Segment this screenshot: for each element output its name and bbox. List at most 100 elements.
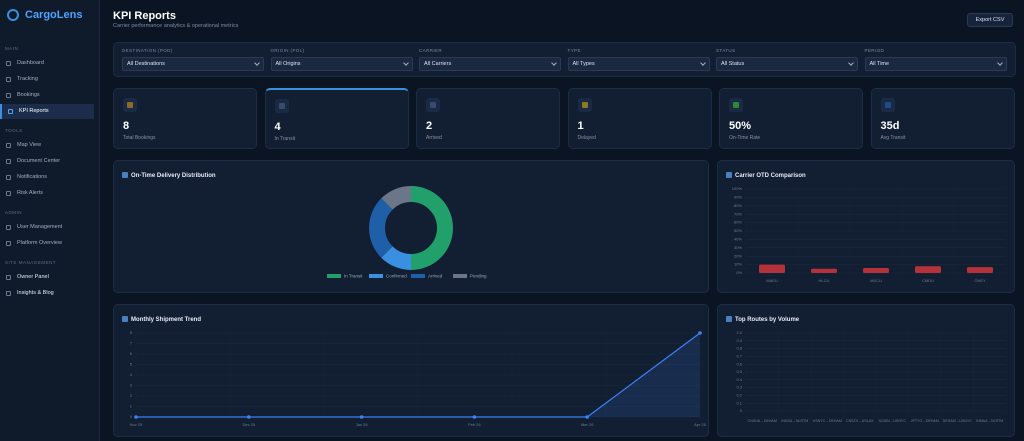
nav-item[interactable]: Bookings [0,88,94,103]
x-tick-label: CNSHA→DEHAM [748,419,777,423]
point [247,415,251,419]
y-tick-label: 4 [130,372,133,377]
y-tick-label: 60% [734,220,742,225]
y-tick-label: 70% [734,211,742,216]
nav-item[interactable]: Dashboard [0,56,94,71]
nav-label: Notifications [17,174,47,180]
y-tick-label: 0% [736,270,742,275]
nav-item[interactable]: Document Center [0,154,94,169]
chart: Carrier OTD Comparison 0% 10% 20% 30% 40% 50% 6… [726,172,1006,283]
y-tick-label: 30% [734,245,742,250]
nav-label: Tracking [17,76,38,82]
kpi-icon-glyph [733,102,739,108]
kpi-card: 4 In Transit [264,88,409,149]
y-tick-label: 2 [130,393,133,398]
y-tick-label: 0.1 [736,400,742,405]
x-tick-label: INMAA→NLRTM [976,419,1003,423]
logo-icon [7,9,19,21]
y-tick-label: 0.2 [736,392,742,397]
x-tick-label: INNSA→NLRTM [781,419,808,423]
kpi-label: Avg Transit [880,135,906,141]
export-button[interactable]: Export CSV [967,13,1013,27]
page-title: KPI Reports [113,10,176,22]
y-tick-label: 1.0 [736,330,742,335]
kpi-card: 8 Total Bookings [113,88,257,149]
area [136,333,700,417]
point [585,415,589,419]
legend-swatch [453,274,467,278]
nav-label: Owner Panel [17,274,49,280]
y-tick-label: 40% [734,236,742,241]
x-tick-label: SGSIN→USNYC [879,419,907,423]
bar [759,264,785,273]
legend-label: Pending [470,274,487,279]
filter-label: PERIOD [864,48,885,53]
filter-label: ORIGIN (POL) [270,48,305,53]
legend-label: In Transit [344,274,363,279]
y-tick-label: 100% [732,186,743,191]
kpi-icon-glyph [581,102,588,108]
filter-select[interactable]: All Time [864,57,1007,71]
filter-panel: DESTINATION (POD) All Destinations ORIGIN … [113,42,1016,77]
point [134,415,138,419]
filter-select[interactable]: All Carriers [419,57,561,71]
y-tick-label: 0.4 [736,377,742,382]
filter-select[interactable]: All Origins [270,57,413,71]
chevron [699,60,706,66]
legend-label: Confirmed [386,274,407,279]
filter-value: All Destinations [127,61,165,67]
chart-card: Top Routes by Volume 0 0.1 0.2 0.3 0.4 0.5 0.6 0… [717,304,1015,437]
nav-label: Platform Overview [17,240,62,246]
x-tick-label: CMDU [922,278,934,283]
nav-label: Risk Alerts [17,190,43,196]
kpi-card: 1 Delayed [567,88,712,149]
x-tick-label: USNYC→DEHAM [813,419,842,423]
filter-select[interactable]: All Destinations [122,57,264,71]
bar [915,266,941,273]
nav-item[interactable]: Notifications [0,170,94,185]
nav-item[interactable]: Tracking [0,72,94,87]
nav-item[interactable]: Platform Overview [0,236,94,251]
nav-icon [6,143,11,148]
kpi-value: 1 [577,120,584,132]
filter-value: All Carriers [424,61,452,67]
y-tick-label: 90% [734,194,742,199]
nav-icon [6,291,11,296]
kpi-card: 50% On-Time Rate [719,88,863,149]
filter-select[interactable]: All Status [716,57,858,71]
filter-value: All Origins [275,61,301,67]
nav-item[interactable]: Insights & Blog [0,286,94,301]
line [136,332,701,418]
nav-item[interactable]: KPI Reports [0,104,94,119]
nav-label: Bookings [17,92,40,98]
nav-icon [6,61,11,66]
legend-swatch [411,274,425,278]
y-tick-label: 0.7 [736,353,742,358]
x-tick-label: CNSZX→USLAX [846,419,874,423]
nav-label: Document Center [17,158,61,164]
y-tick-label: 7 [130,341,133,346]
filter-select[interactable]: All Types [567,57,710,71]
x-tick-label: MSCU [870,278,882,283]
x-tick-label: HLCU [819,278,830,283]
nav-item[interactable]: Owner Panel [0,270,94,285]
sidebar: CargoLens MAIN Dashboard Tracking Bookings K… [0,0,100,441]
filter-value: All Status [721,61,745,67]
nav-label: Insights & Blog [17,290,54,296]
x-tick-label: MAEU [766,278,778,283]
donut-segment [381,186,412,210]
nav-icon [6,275,11,280]
nav-item[interactable]: Map View [0,138,94,153]
legend-label: Arrived [428,274,443,279]
legend-swatch [327,274,341,278]
y-tick-label: 0.8 [736,346,742,351]
kpi-card: 2 Arrived [416,88,560,149]
chevron [402,60,409,66]
chevron [551,60,557,66]
y-tick-label: 0 [740,408,743,413]
kpi-icon-glyph [278,103,285,109]
nav-item[interactable]: User Management [0,220,94,235]
nav-item[interactable]: Risk Alerts [0,186,94,201]
nav-label: Dashboard [17,60,44,66]
